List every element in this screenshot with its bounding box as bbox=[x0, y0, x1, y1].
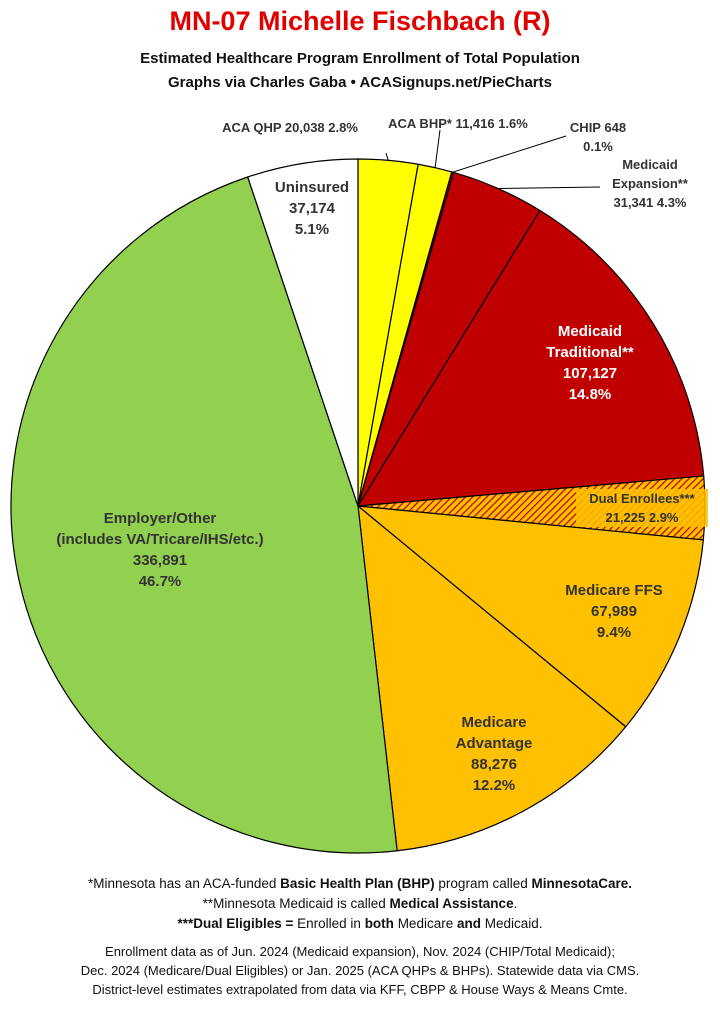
data-label-medicare-advantage: Medicare bbox=[461, 714, 526, 731]
chart-subtitle: Estimated Healthcare Program Enrollment … bbox=[140, 50, 580, 67]
data-label-employer-other: 336,891 bbox=[133, 552, 187, 569]
leader-line-medicaid-expansion bbox=[498, 186, 601, 190]
data-label-employer-other: (includes VA/Tricare/IHS/etc.) bbox=[56, 531, 263, 548]
label-background-dual-enrollees bbox=[576, 489, 708, 527]
data-label-uninsured: Uninsured bbox=[275, 179, 349, 196]
data-label-uninsured: 37,174 bbox=[289, 200, 336, 217]
data-label-medicaid-expansion: Medicaid bbox=[622, 157, 678, 172]
data-sources: Enrollment data as of Jun. 2024 (Medicai… bbox=[0, 942, 720, 999]
footnote-bhp: *Minnesota has an ACA-funded Basic Healt… bbox=[88, 876, 632, 891]
data-label-medicare-advantage: Advantage bbox=[456, 735, 533, 752]
data-label-employer-other: 46.7% bbox=[139, 573, 182, 590]
data-label-dual-enrollees: Dual Enrollees*** bbox=[589, 491, 695, 506]
pie-slice-medicaid-traditional bbox=[356, 209, 705, 507]
data-label-medicaid-traditional: 107,127 bbox=[563, 365, 617, 382]
data-label-aca-bhp: ACA BHP* 11,416 1.6% bbox=[388, 116, 528, 131]
footnotes: *Minnesota has an ACA-funded Basic Healt… bbox=[0, 874, 720, 934]
footnote-dual: ***Dual Eligibles = Enrolled in both Med… bbox=[177, 916, 543, 931]
pie-slice-uninsured bbox=[246, 158, 359, 507]
source-line: Dec. 2024 (Medicare/Dual Eligibles) or J… bbox=[80, 963, 640, 978]
data-label-medicaid-expansion: Expansion** bbox=[612, 176, 689, 191]
chart-credit: Graphs via Charles Gaba • ACASignups.net… bbox=[168, 74, 552, 91]
source-line: District-level estimates extrapolated fr… bbox=[92, 982, 628, 997]
footnote-medicaid: **Minnesota Medicaid is called Medical A… bbox=[202, 896, 518, 911]
pie-slice-employer-other bbox=[10, 176, 398, 854]
data-label-medicaid-traditional: Medicaid bbox=[558, 323, 622, 340]
chart-title: MN-07 Michelle Fischbach (R) bbox=[169, 6, 551, 36]
data-label-medicare-ffs: Medicare FFS bbox=[565, 582, 663, 599]
data-label-medicare-advantage: 12.2% bbox=[473, 777, 516, 794]
data-label-chip: 0.1% bbox=[583, 139, 613, 154]
data-label-medicaid-traditional: 14.8% bbox=[569, 386, 612, 403]
data-label-dual-enrollees: 21,225 2.9% bbox=[605, 510, 678, 525]
data-label-aca-qhp: ACA QHP 20,038 2.8% bbox=[222, 120, 358, 135]
data-label-medicaid-traditional: Traditional** bbox=[546, 344, 634, 361]
data-label-medicare-ffs: 67,989 bbox=[591, 603, 637, 620]
data-label-medicare-advantage: 88,276 bbox=[471, 756, 517, 773]
data-label-chip: CHIP 648 bbox=[570, 120, 626, 135]
data-label-uninsured: 5.1% bbox=[295, 221, 329, 238]
pie-slice-medicare-advantage bbox=[357, 504, 627, 852]
leader-line-aca-bhp bbox=[434, 129, 441, 168]
data-label-medicaid-expansion: 31,341 4.3% bbox=[613, 195, 686, 210]
source-line: Enrollment data as of Jun. 2024 (Medicai… bbox=[105, 944, 615, 959]
leader-line-chip bbox=[452, 135, 567, 173]
pie-slice-medicare-ffs bbox=[356, 505, 704, 728]
data-label-medicare-ffs: 9.4% bbox=[597, 624, 631, 641]
leader-line-aca-qhp bbox=[385, 152, 389, 161]
data-label-employer-other: Employer/Other bbox=[104, 510, 217, 527]
